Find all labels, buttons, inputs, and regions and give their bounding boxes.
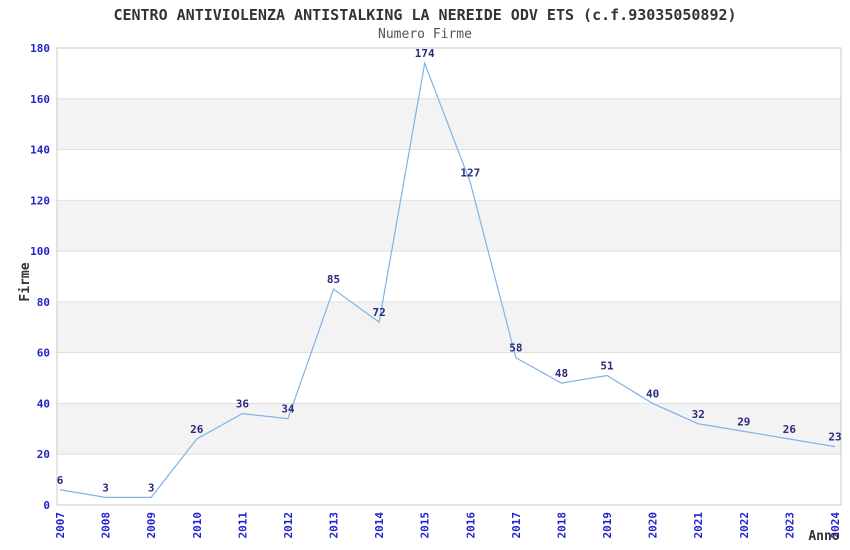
y-tick-label: 160 — [30, 93, 50, 106]
series-line — [59, 60, 836, 498]
plot-border — [56, 47, 842, 506]
x-tick-label: 2008 — [100, 512, 113, 539]
data-label: 32 — [692, 408, 705, 421]
data-label: 6 — [57, 474, 64, 487]
data-point-labels: 6 3 3 26 36 34 85 72 174 127 58 48 51 40 32 29 26 23 — [57, 47, 842, 494]
data-label: 3 — [148, 481, 155, 494]
data-label: 58 — [509, 342, 522, 355]
band-rect — [57, 98, 841, 150]
data-label: 26 — [783, 423, 797, 436]
band-rect — [57, 301, 841, 353]
x-tick-label: 2009 — [145, 512, 158, 539]
y-tick-label: 0 — [43, 499, 50, 512]
y-tick-label: 60 — [37, 347, 50, 360]
data-label: 29 — [737, 415, 750, 428]
x-tick-label: 2020 — [647, 512, 660, 539]
band-rect — [57, 403, 841, 455]
band-rect — [57, 200, 841, 252]
x-axis-label: Anno — [808, 529, 839, 544]
x-tick-label: 2024 — [829, 512, 842, 539]
x-tick-label: 2022 — [738, 512, 751, 539]
data-label: 51 — [600, 360, 614, 373]
x-tick-label: 2018 — [555, 512, 568, 539]
y-axis-label: Firme — [18, 262, 33, 301]
y-tick-label: 120 — [30, 194, 50, 207]
y-tick-label: 20 — [37, 448, 50, 461]
x-tick-label: 2015 — [419, 512, 432, 539]
x-tick-label: 2014 — [373, 512, 386, 539]
x-tick-label: 2007 — [54, 512, 67, 539]
x-tick-label: 2019 — [601, 512, 614, 539]
data-label: 85 — [327, 273, 340, 286]
alternating-bands — [57, 98, 841, 455]
x-axis-tick-labels: 2007 2008 2009 2010 2011 2012 2013 2014 2015 2016… — [54, 512, 842, 539]
y-tick-label: 100 — [30, 245, 50, 258]
y-tick-label: 140 — [30, 144, 50, 157]
y-tick-label: 40 — [37, 397, 50, 410]
data-label: 127 — [460, 167, 480, 180]
x-tick-label: 2012 — [282, 512, 295, 539]
data-label: 26 — [190, 423, 204, 436]
data-label: 72 — [372, 306, 385, 319]
data-label: 34 — [281, 403, 295, 416]
data-label: 36 — [236, 398, 250, 411]
y-tick-label: 180 — [30, 42, 50, 55]
x-tick-label: 2016 — [464, 512, 477, 539]
chart-title: CENTRO ANTIVIOLENZA ANTISTALKING LA NERE… — [113, 6, 737, 24]
x-tick-label: 2011 — [236, 512, 249, 539]
y-axis-tick-labels: 0 20 40 60 80 100 120 140 160 180 — [30, 42, 50, 512]
y-tick-label: 80 — [37, 296, 50, 309]
x-tick-label: 2023 — [783, 512, 796, 539]
x-tick-label: 2021 — [692, 512, 705, 539]
data-label: 48 — [555, 367, 568, 380]
data-label: 3 — [102, 481, 109, 494]
x-tick-label: 2013 — [328, 512, 341, 539]
data-label: 174 — [415, 47, 435, 60]
data-label: 23 — [828, 431, 841, 444]
chart-subtitle: Numero Firme — [378, 27, 472, 42]
gridlines — [57, 98, 841, 455]
x-tick-label: 2017 — [510, 512, 523, 539]
data-label: 40 — [646, 387, 659, 400]
x-tick-label: 2010 — [191, 512, 204, 539]
